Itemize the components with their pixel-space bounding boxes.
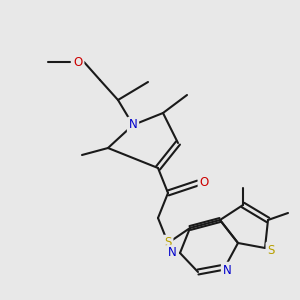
Text: N: N — [168, 247, 176, 260]
Text: O: O — [74, 56, 82, 68]
Text: N: N — [223, 263, 231, 277]
Text: O: O — [200, 176, 208, 190]
Text: S: S — [267, 244, 275, 256]
Text: N: N — [129, 118, 137, 131]
Text: S: S — [164, 236, 172, 250]
